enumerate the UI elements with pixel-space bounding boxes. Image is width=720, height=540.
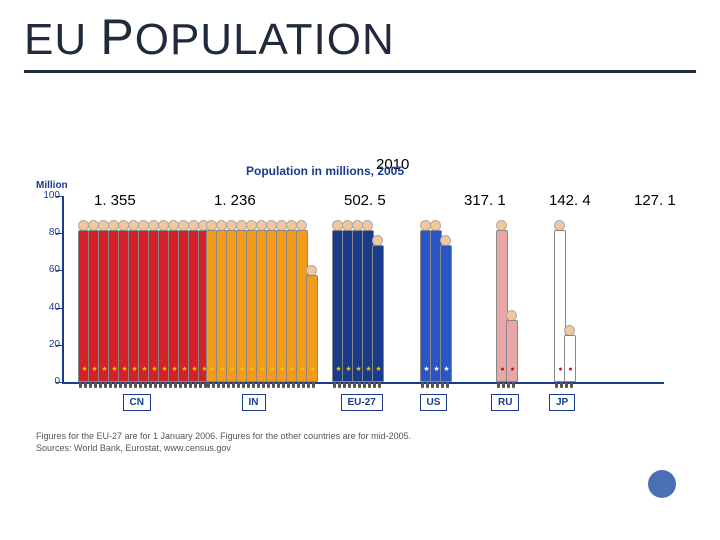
country-group: ★★★★★ (332, 230, 382, 382)
country-code-label: JP (549, 394, 575, 411)
title-bigletter: P (100, 9, 134, 65)
country-group: ●● (496, 230, 516, 382)
y-axis (62, 196, 64, 382)
person-icon: ★ (306, 275, 318, 382)
y-tick-mark (56, 270, 64, 271)
country-code-label: RU (491, 394, 519, 411)
footnote-line: Figures for the EU-27 are for 1 January … (36, 430, 411, 442)
person-icon: ★ (372, 245, 384, 382)
y-tick-mark (56, 196, 64, 197)
country-code-label: CN (123, 394, 151, 411)
person-icon: ● (506, 320, 518, 382)
country-code-label: US (420, 394, 448, 411)
country-group: ★★★★★★★★★★★★★ (78, 230, 208, 382)
y-tick-mark (56, 345, 64, 346)
country-group: ★★★★★★★★★★★ (206, 230, 316, 382)
country-code-label: EU-27 (341, 394, 383, 411)
y-tick-mark (56, 382, 64, 383)
title-prefix: EU (24, 15, 100, 64)
y-tick-mark (56, 233, 64, 234)
country-group: ●● (554, 230, 574, 382)
title-rest: OPULATION (135, 15, 395, 64)
y-tick-mark (56, 308, 64, 309)
person-icon: ● (564, 335, 576, 382)
decorative-dot (648, 470, 676, 498)
slide-title: EU POPULATION (24, 8, 395, 66)
country-code-label: IN (242, 394, 266, 411)
population-chart: Population in millions, 2005 Million 020… (36, 170, 684, 460)
country-group: ★★★ (420, 230, 450, 382)
chart-subtitle: Population in millions, 2005 (246, 164, 404, 178)
title-underline (24, 70, 696, 73)
footnote-line: Sources: World Bank, Eurostat, www.censu… (36, 442, 411, 454)
chart-footnote: Figures for the EU-27 are for 1 January … (36, 430, 411, 454)
person-icon: ★ (440, 245, 452, 382)
